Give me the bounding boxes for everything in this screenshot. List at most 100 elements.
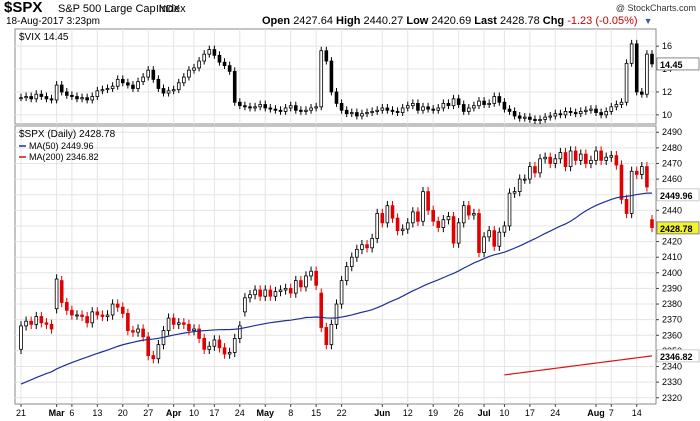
chg-label: Chg xyxy=(542,15,565,27)
spx-candle xyxy=(136,328,140,333)
vix-candle xyxy=(222,61,227,67)
vix-candle xyxy=(126,82,130,86)
x-tick-label: Jun xyxy=(374,408,390,418)
quote-bar: Open 2427.64 High 2440.27 Low 2420.69 La… xyxy=(262,15,653,27)
vix-candle xyxy=(334,91,339,104)
vix-candle xyxy=(578,111,583,115)
vix-candle xyxy=(416,102,420,111)
vix-candle xyxy=(640,91,644,95)
spx-candle xyxy=(553,158,558,164)
vix-candle xyxy=(227,65,232,72)
ma200-badge: 2346.82 xyxy=(660,352,693,362)
x-tick-label: 6 xyxy=(69,408,74,418)
vix-candle xyxy=(268,107,273,110)
spx-candle xyxy=(39,316,44,324)
vix-candle xyxy=(411,102,415,107)
vix-candle xyxy=(324,50,329,62)
vix-candle xyxy=(599,112,603,116)
spx-candle xyxy=(629,170,634,214)
vix-candle xyxy=(136,81,140,89)
vix-candle xyxy=(59,84,64,93)
spx-candle xyxy=(360,244,364,250)
vix-candle xyxy=(131,84,135,89)
spx-candle xyxy=(456,222,461,244)
spx-candle xyxy=(426,191,430,211)
spx-candle xyxy=(609,155,614,158)
spx-legend: $SPX (Daily) 2428.78 xyxy=(19,129,116,140)
vix-candle xyxy=(273,108,278,111)
vix-candle xyxy=(548,115,553,118)
vix-candle xyxy=(278,109,283,112)
vix-candle xyxy=(390,109,395,112)
spx-panel-frame xyxy=(14,125,657,405)
spx-ytick-label: 2490 xyxy=(662,127,682,137)
x-tick-label: 21 xyxy=(16,408,26,418)
spx-ytick-label: 2400 xyxy=(662,268,682,278)
vix-candle xyxy=(44,96,49,100)
triangle-down-icon[interactable]: ▼ xyxy=(643,16,653,26)
spx-candle xyxy=(243,297,247,313)
spx-candle xyxy=(100,314,105,317)
vix-candle xyxy=(405,105,410,109)
spx-ytick-label: 2470 xyxy=(662,158,682,168)
spx-ytick-label: 2340 xyxy=(662,362,682,372)
vix-candle xyxy=(472,105,476,109)
vix-candle xyxy=(34,93,39,100)
vix-candle xyxy=(614,104,619,108)
spx-candle xyxy=(54,278,59,310)
x-tick-label: 17 xyxy=(525,408,535,418)
spx-candle xyxy=(80,314,84,317)
watermark: @ StockCharts.com xyxy=(615,3,696,13)
spx-candle xyxy=(314,270,318,286)
spx-candle xyxy=(416,211,420,222)
x-tick-label: 8 xyxy=(288,408,293,418)
x-tick-label: Jul xyxy=(478,408,491,418)
exchange-label: INDX xyxy=(156,4,180,15)
spx-candle xyxy=(304,275,308,288)
spx-ytick-label: 2440 xyxy=(662,205,682,215)
vix-candle xyxy=(573,112,578,115)
spx-candle xyxy=(640,166,644,175)
x-tick-label: 13 xyxy=(92,408,102,418)
spx-candle xyxy=(253,289,257,296)
vix-candle xyxy=(202,53,206,62)
spx-candle xyxy=(441,219,446,228)
vix-candle xyxy=(253,106,257,109)
spx-candle xyxy=(507,192,512,227)
vix-candle xyxy=(517,115,522,119)
ma50-badge: 2449.96 xyxy=(660,191,693,201)
spx-candle xyxy=(238,325,242,339)
spx-candle xyxy=(49,323,54,330)
spx-candle xyxy=(517,178,522,192)
x-tick-label: 15 xyxy=(311,408,321,418)
vix-candle xyxy=(629,43,634,64)
x-tick-label: 12 xyxy=(403,408,413,418)
spx-ytick-label: 2420 xyxy=(662,237,682,247)
vix-candle xyxy=(176,82,181,91)
chg-value: -1.23 (-0.05%) xyxy=(567,15,638,27)
spx-candle xyxy=(334,303,339,325)
spx-candle xyxy=(34,316,39,325)
spx-candle xyxy=(120,306,125,314)
spx-candle xyxy=(187,323,191,331)
vix-candle xyxy=(70,94,74,97)
vix-candle xyxy=(538,119,542,121)
vix-candle xyxy=(212,49,217,56)
spx-candle xyxy=(390,205,395,219)
spx-candle xyxy=(59,280,64,303)
spx-candle xyxy=(650,219,654,228)
vix-candle xyxy=(502,101,507,110)
spx-candle xyxy=(421,191,425,222)
spx-candle xyxy=(126,313,130,331)
spx-ytick-label: 2370 xyxy=(662,315,682,325)
vix-candle xyxy=(634,43,639,93)
x-tick-label: May xyxy=(257,408,275,418)
vix-candle xyxy=(171,89,176,92)
spx-candle xyxy=(405,222,410,230)
spx-candle xyxy=(482,236,486,253)
spx-candle xyxy=(492,230,497,247)
vix-candle xyxy=(604,111,609,116)
spx-candle xyxy=(339,280,344,305)
spx-candle xyxy=(85,316,89,324)
vix-candle xyxy=(594,108,598,113)
